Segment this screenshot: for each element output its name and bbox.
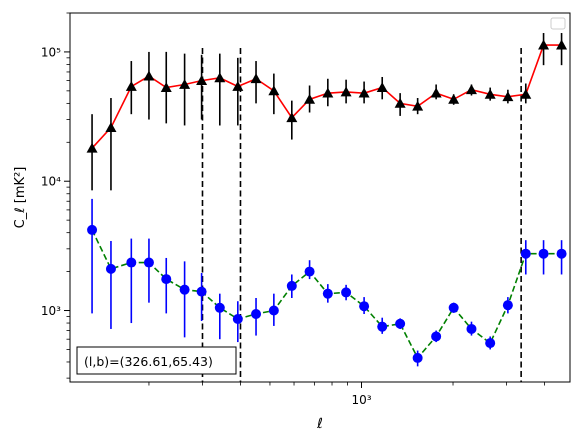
data-point bbox=[538, 248, 549, 259]
annotation-text: (l,b)=(326.61,65.43) bbox=[84, 354, 213, 369]
y-tick-label: 10⁴ bbox=[41, 175, 61, 189]
x-axis-label: ℓ bbox=[316, 416, 323, 432]
data-point bbox=[394, 97, 406, 108]
data-point bbox=[232, 81, 244, 91]
data-point bbox=[377, 321, 388, 332]
data-point bbox=[430, 87, 442, 98]
data-point bbox=[268, 85, 280, 96]
data-point bbox=[179, 284, 190, 295]
ticks-layer: 10³ 10³ 10⁴ 10⁵ bbox=[41, 12, 545, 407]
data-point bbox=[376, 82, 388, 92]
data-point bbox=[86, 142, 98, 153]
data-point bbox=[358, 87, 370, 98]
plot-frame bbox=[69, 12, 571, 383]
data-point bbox=[160, 82, 172, 92]
data-point bbox=[502, 300, 513, 311]
data-point bbox=[304, 93, 316, 104]
data-point bbox=[250, 73, 262, 84]
data-point bbox=[484, 88, 496, 99]
vlines-layer bbox=[201, 48, 522, 382]
data-point bbox=[465, 84, 477, 95]
legend-box bbox=[550, 17, 566, 30]
data-point bbox=[556, 248, 567, 259]
data-point bbox=[251, 308, 262, 319]
data-point bbox=[161, 274, 172, 285]
data-point bbox=[125, 81, 137, 91]
legend bbox=[550, 17, 566, 30]
data-point bbox=[359, 301, 370, 312]
data-point bbox=[214, 72, 226, 83]
data-point bbox=[87, 224, 98, 235]
data-point bbox=[143, 257, 154, 268]
data-point bbox=[466, 323, 477, 334]
data-point bbox=[395, 318, 406, 329]
series-layer bbox=[86, 33, 568, 367]
data-point bbox=[105, 122, 117, 132]
data-point bbox=[143, 70, 155, 81]
data-point bbox=[538, 39, 550, 50]
data-point bbox=[214, 302, 225, 313]
data-point bbox=[340, 86, 352, 97]
data-point bbox=[179, 78, 191, 89]
series-1 bbox=[87, 198, 567, 367]
data-point bbox=[520, 88, 532, 99]
data-point bbox=[286, 280, 297, 291]
annotation: (l,b)=(326.61,65.43) bbox=[76, 346, 237, 375]
data-point bbox=[412, 100, 424, 111]
data-point bbox=[502, 91, 514, 102]
data-point bbox=[304, 266, 315, 277]
data-point bbox=[196, 286, 207, 297]
data-point bbox=[322, 288, 333, 299]
data-point bbox=[268, 305, 279, 316]
y-axis-label: C_ℓ [mK²] bbox=[13, 167, 28, 229]
data-point bbox=[448, 93, 460, 104]
data-point bbox=[485, 338, 496, 349]
data-point bbox=[412, 352, 423, 363]
data-point bbox=[105, 263, 116, 274]
series-0 bbox=[86, 33, 568, 191]
data-point bbox=[448, 302, 459, 313]
annotation-box bbox=[76, 346, 237, 375]
data-point bbox=[232, 313, 243, 324]
data-point bbox=[286, 112, 298, 123]
data-point bbox=[520, 248, 531, 259]
y-tick-label: 10³ bbox=[41, 304, 61, 318]
y-tick-label: 10⁵ bbox=[41, 45, 61, 59]
data-point bbox=[431, 331, 442, 342]
data-point bbox=[196, 75, 208, 86]
data-point bbox=[322, 87, 334, 98]
x-tick-label: 10³ bbox=[351, 393, 371, 407]
data-point bbox=[341, 287, 352, 298]
data-point bbox=[126, 257, 137, 268]
data-point bbox=[556, 39, 568, 50]
